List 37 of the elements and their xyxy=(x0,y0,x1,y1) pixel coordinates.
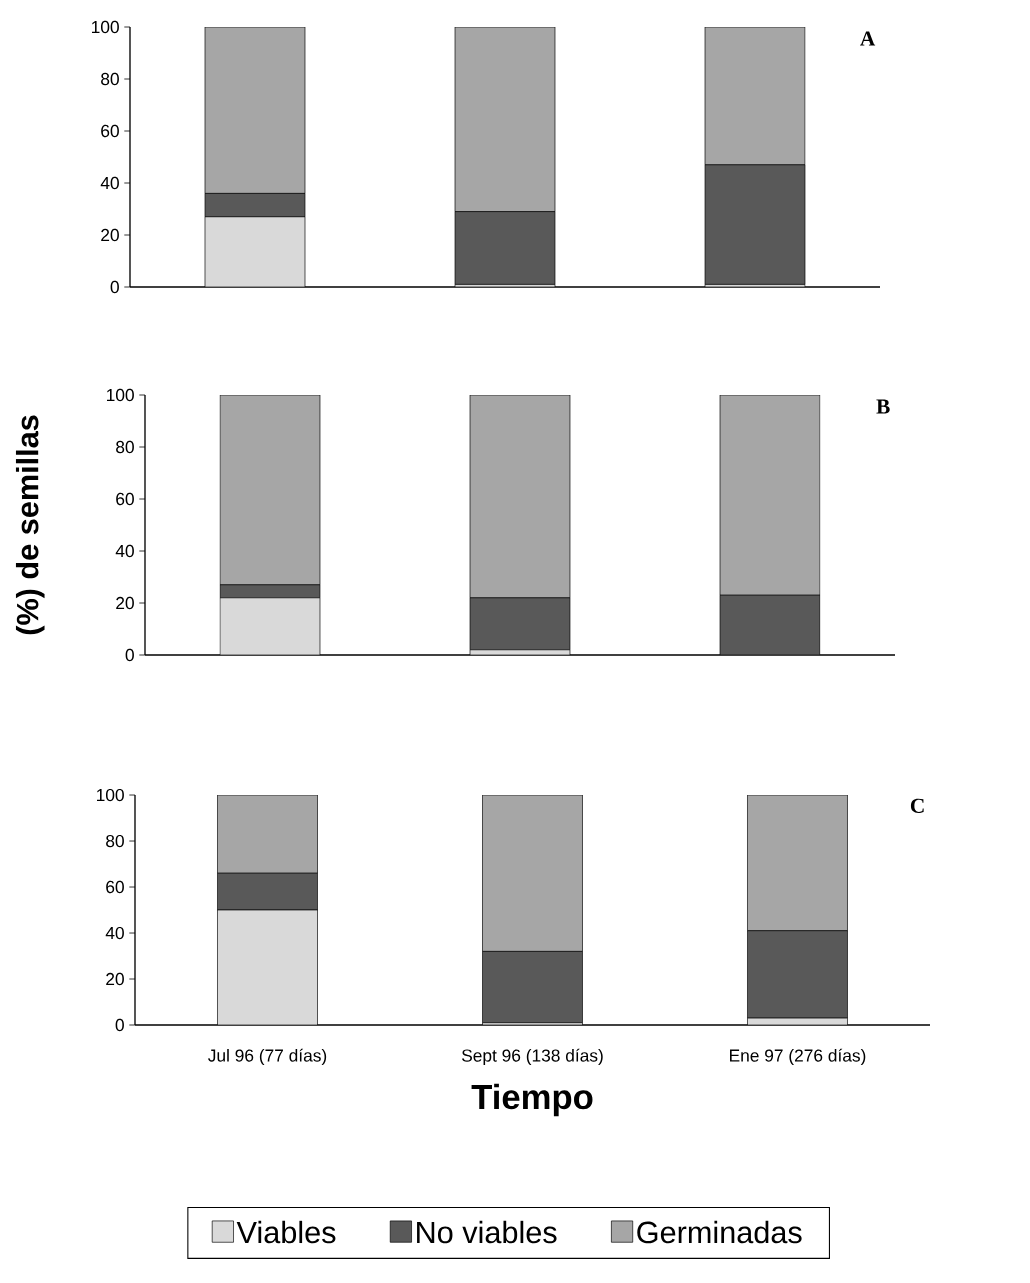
y-tick-label: 80 xyxy=(101,72,119,86)
bar xyxy=(747,795,848,932)
y-tick-label: 0 xyxy=(110,280,119,294)
y-tick-label: 100 xyxy=(92,20,119,34)
legend-label: No viables xyxy=(417,1220,557,1244)
y-tick-label: 40 xyxy=(105,926,124,940)
y-tick-label: 100 xyxy=(107,388,134,402)
y-tick-label: 0 xyxy=(115,1018,124,1032)
x-tick-label: Sept 96 (138 días) xyxy=(461,1048,603,1066)
x-axis-title: Tiempo xyxy=(471,1083,593,1117)
y-tick-label: 20 xyxy=(116,596,134,610)
bar xyxy=(204,27,306,194)
bar xyxy=(219,597,321,656)
bar xyxy=(454,27,556,212)
x-tick-label: Ene 97 (276 días) xyxy=(730,1048,866,1066)
y-tick-label: 20 xyxy=(106,972,124,986)
y-tick-label: 40 xyxy=(115,544,134,558)
y-axis-title: (%) de semillas xyxy=(15,415,45,635)
x-tick-label: Jul 96 (77 días) xyxy=(208,1048,327,1066)
chart-title: B xyxy=(876,399,890,414)
chart-title: A xyxy=(860,31,876,46)
y-tick-label: 60 xyxy=(116,492,134,506)
y-tick-label: 60 xyxy=(101,124,119,138)
y-tick-label: 80 xyxy=(106,834,124,848)
bar xyxy=(204,216,306,288)
y-tick-label: 20 xyxy=(101,228,119,242)
legend-label: Viables xyxy=(236,1220,336,1244)
y-tick-label: 100 xyxy=(97,788,124,802)
legend-label: Germinadas xyxy=(637,1220,802,1244)
y-tick-label: 40 xyxy=(100,176,119,190)
bar xyxy=(482,795,583,952)
y-tick-label: 80 xyxy=(116,440,134,454)
chart-title: C xyxy=(910,798,924,813)
bar xyxy=(704,27,806,166)
y-tick-label: 60 xyxy=(106,880,124,894)
bar xyxy=(217,795,318,874)
y-tick-label: 0 xyxy=(125,648,134,662)
